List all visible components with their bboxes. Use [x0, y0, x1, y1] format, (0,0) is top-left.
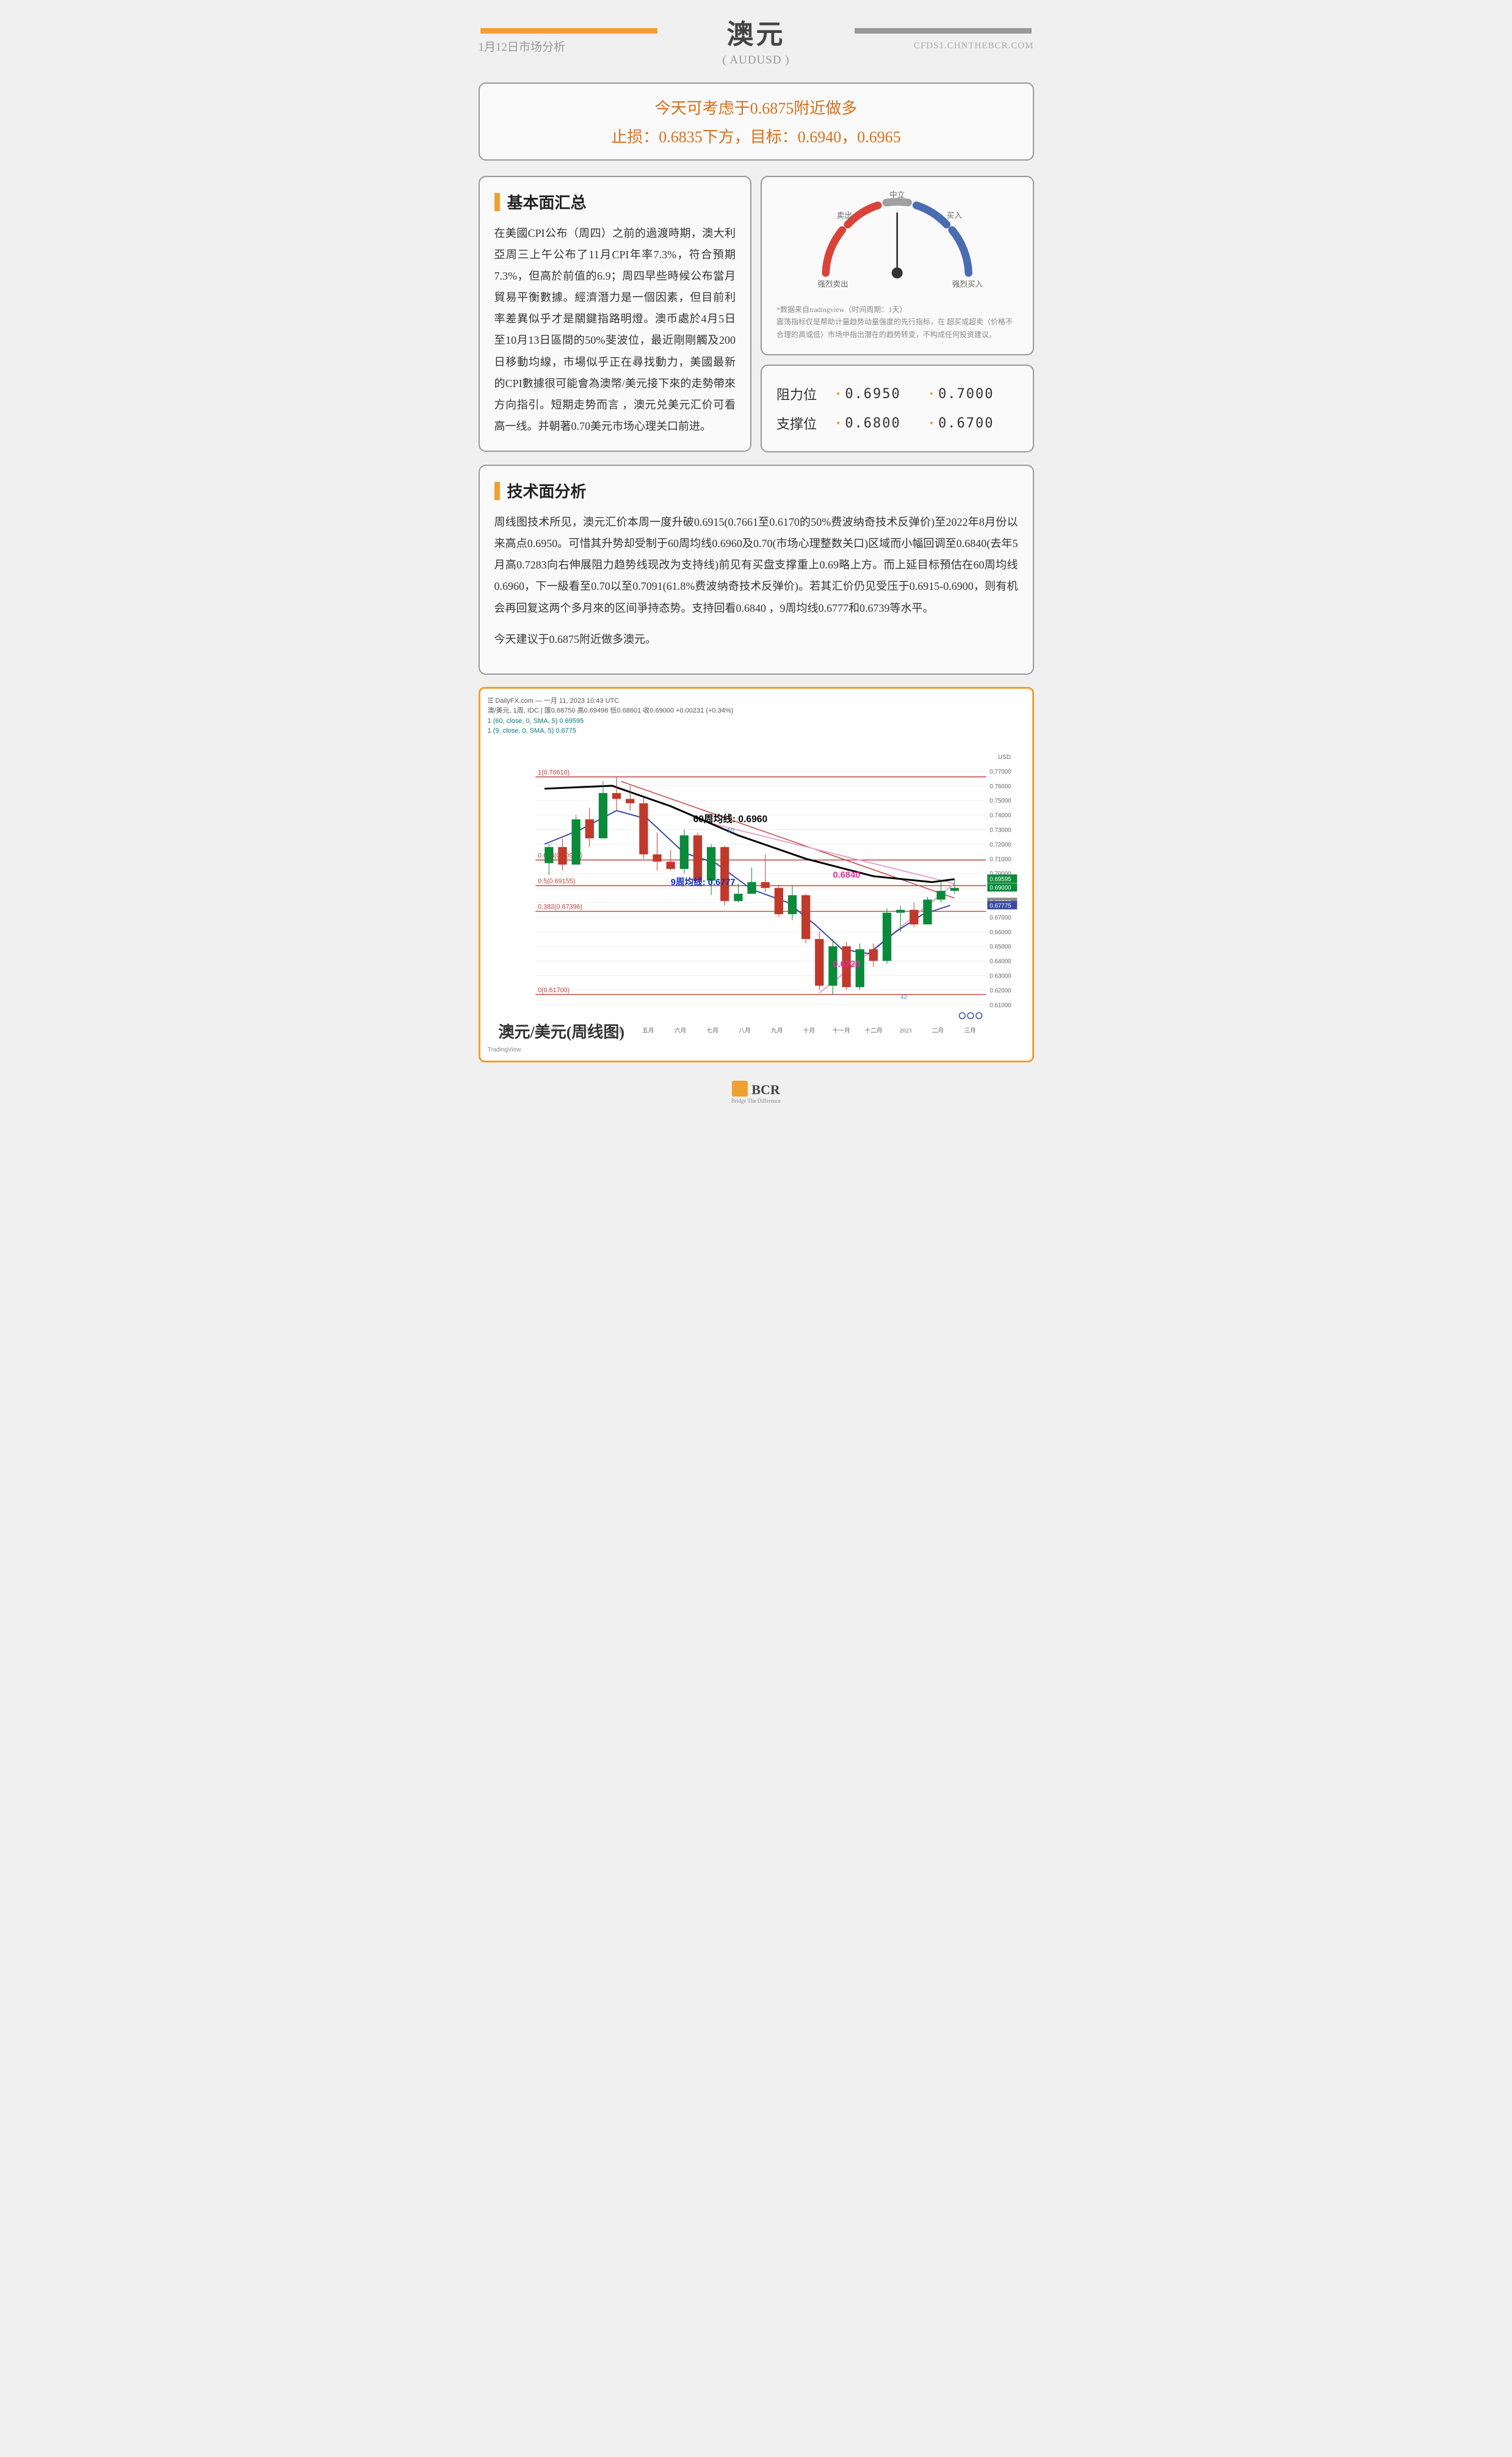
- chart-title-overlay: 澳元/美元(周线图): [499, 1020, 625, 1042]
- svg-text:9周均线: 0.6777: 9周均线: 0.6777: [670, 876, 735, 887]
- svg-text:0.6720: 0.6720: [833, 959, 860, 969]
- svg-text:0.61000: 0.61000: [989, 1002, 1011, 1009]
- chart-tradingview-label: TradingView: [488, 1047, 1025, 1053]
- recommendation-entry: 今天可考虑于0.6875附近做多: [498, 96, 1015, 118]
- gauge-label-strong-sell: 强烈卖出: [817, 280, 848, 289]
- technical-panel: 技术面分析 周线图技术所见，澳元汇价本周一度升破0.6915(0.7661至0.…: [479, 465, 1034, 675]
- technical-para-1: 周线图技术所见，澳元汇价本周一度升破0.6915(0.7661至0.6170的5…: [494, 512, 1018, 619]
- svg-text:七月: 七月: [706, 1027, 718, 1034]
- chart-sma60-label: 1 (60, close, 0, SMA, 5) 0.69595: [488, 716, 1025, 727]
- svg-text:八月: 八月: [739, 1027, 751, 1034]
- svg-text:60周均线: 0.6960: 60周均线: 0.6960: [693, 813, 767, 824]
- page-title: 澳元: [664, 12, 848, 51]
- resistance-1: 0.6950: [845, 387, 924, 402]
- levels-panel: 阻力位 • 0.6950 • 0.7000 支撑位 • 0.6800 • 0.6…: [761, 365, 1034, 452]
- svg-text:2023: 2023: [899, 1028, 911, 1034]
- bullet-icon: •: [836, 388, 840, 401]
- gauge-source: *数据来自tradingview（时间周期：1天）: [776, 303, 1018, 316]
- svg-text:五月: 五月: [642, 1027, 654, 1034]
- chart-pair-info: 澳/美元, 1周, IDC | 匯0.68750 高0.69498 低0.686…: [488, 706, 1025, 716]
- gauge-label-neutral: 中立: [889, 191, 905, 199]
- svg-text:0.76000: 0.76000: [989, 783, 1011, 790]
- fundamental-panel: 基本面汇总 在美國CPI公布（周四）之前的過渡時期，澳大利亞周三上午公布了11月…: [479, 176, 752, 452]
- technical-para-2: 今天建议于0.6875附近做多澳元。: [494, 629, 1018, 650]
- svg-text:0.66000: 0.66000: [989, 929, 1011, 936]
- recommendation-box: 今天可考虑于0.6875附近做多 止损：0.6835下方，目标：0.6940，0…: [479, 82, 1034, 161]
- svg-text:二月: 二月: [931, 1027, 944, 1034]
- bullet-icon: •: [836, 417, 840, 430]
- svg-text:0.6840: 0.6840: [833, 870, 860, 880]
- support-row: 支撑位 • 0.6800 • 0.6700: [776, 408, 1018, 438]
- bullet-icon: •: [930, 388, 933, 401]
- svg-text:三月: 三月: [964, 1027, 976, 1034]
- svg-text:0.62000: 0.62000: [989, 987, 1011, 994]
- gauge-label-sell: 卖出: [837, 211, 852, 220]
- bcr-logo-icon: [732, 1081, 748, 1097]
- svg-text:0.63000: 0.63000: [989, 973, 1011, 979]
- chart-container: ☰ DailyFX.com — 一月 11, 2023 10:43 UTC 澳/…: [479, 687, 1034, 1062]
- svg-text:0.67000: 0.67000: [989, 915, 1011, 921]
- resistance-2: 0.7000: [938, 387, 1018, 402]
- svg-text:0.73000: 0.73000: [989, 827, 1011, 833]
- footer-tagline: Bridge The Difference: [479, 1098, 1034, 1104]
- svg-text:1(0.76610): 1(0.76610): [538, 769, 570, 776]
- svg-text:0.75000: 0.75000: [989, 797, 1011, 804]
- recommendation-sl-tp: 止损：0.6835下方，目标：0.6940，0.6965: [498, 125, 1015, 147]
- svg-text:0.77000: 0.77000: [989, 769, 1011, 775]
- svg-text:0.64000: 0.64000: [989, 958, 1011, 965]
- svg-text:0.67775: 0.67775: [989, 902, 1011, 909]
- svg-text:六月: 六月: [674, 1027, 686, 1034]
- resistance-row: 阻力位 • 0.6950 • 0.7000: [776, 379, 1018, 408]
- resistance-label: 阻力位: [776, 384, 831, 404]
- footer: BCR Bridge The Difference: [479, 1081, 1034, 1104]
- fundamental-body: 在美國CPI公布（周四）之前的過渡時期，澳大利亞周三上午公布了11月CPI年率7…: [494, 223, 736, 437]
- header: 1月12日市场分析 澳元 ( AUDUSD ) CFDS1.CHNTHEBCR.…: [479, 12, 1034, 67]
- support-2: 0.6700: [938, 416, 1018, 431]
- page-subtitle: ( AUDUSD ): [664, 54, 848, 67]
- svg-text:0.382(0.67396): 0.382(0.67396): [538, 903, 582, 910]
- header-title-block: 澳元 ( AUDUSD ): [664, 12, 848, 67]
- support-1: 0.6800: [845, 416, 924, 431]
- svg-text:九月: 九月: [770, 1027, 783, 1034]
- svg-text:0.69595: 0.69595: [989, 876, 1011, 883]
- gauge-label-buy: 买入: [947, 211, 963, 220]
- svg-text:0.74000: 0.74000: [989, 812, 1011, 819]
- technical-title: 技术面分析: [494, 479, 1018, 502]
- svg-text:0(0.61700): 0(0.61700): [538, 987, 570, 994]
- svg-text:0.72000: 0.72000: [989, 841, 1011, 848]
- svg-text:-10: -10: [725, 827, 734, 834]
- chart-source: ☰ DailyFX.com — 一月 11, 2023 10:43 UTC: [488, 696, 1025, 706]
- svg-text:十一月: 十一月: [832, 1026, 850, 1034]
- svg-text:42: 42: [900, 994, 907, 1001]
- chart-sma9-label: 1 (9, close, 0, SMA, 5) 0.6775: [488, 726, 1025, 736]
- svg-text:0.71000: 0.71000: [989, 856, 1011, 863]
- svg-text:十二月: 十二月: [864, 1026, 882, 1034]
- candlestick-chart: 0.77000 0.76000 0.75000 0.74000 0.73000 0.720…: [488, 741, 1025, 1047]
- svg-text:十月: 十月: [803, 1026, 815, 1034]
- footer-brand: BCR: [751, 1082, 780, 1097]
- svg-text:0.69000: 0.69000: [989, 885, 1011, 891]
- support-label: 支撑位: [776, 413, 831, 433]
- bullet-icon: •: [930, 417, 933, 430]
- gauge-label-strong-buy: 强烈买入: [952, 280, 983, 289]
- svg-text:0.65000: 0.65000: [989, 943, 1011, 950]
- gauge-disclaimer: 震荡指标仅是帮助计量趋势动量强度的先行指标，在 超买或超卖（价格不合理的高或低）…: [776, 316, 1018, 341]
- svg-text:0.5(0.69155): 0.5(0.69155): [538, 877, 575, 885]
- chart-header: ☰ DailyFX.com — 一月 11, 2023 10:43 UTC 澳/…: [488, 696, 1025, 736]
- sentiment-gauge: 强烈卖出 卖出 中立 买入 强烈买入: [776, 191, 1018, 300]
- fundamental-title: 基本面汇总: [494, 191, 736, 213]
- gauge-panel: 强烈卖出 卖出 中立 买入 强烈买入 *数据来自tradingview（时间周期…: [761, 176, 1034, 355]
- svg-text:USD: USD: [998, 754, 1011, 761]
